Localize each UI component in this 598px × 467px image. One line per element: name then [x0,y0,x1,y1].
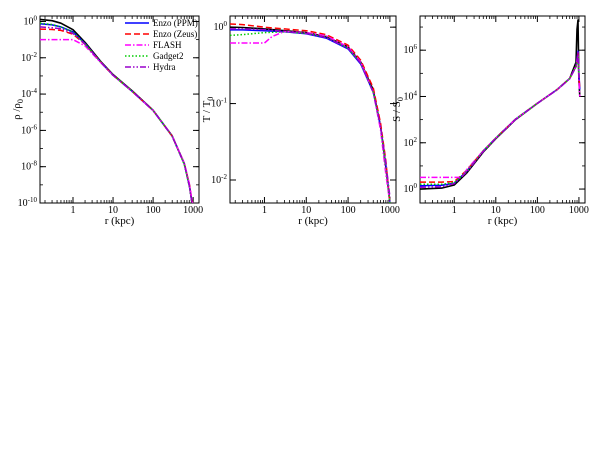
y-tick-base: 10 [211,175,221,186]
y-axis-label-subscript: 0 [396,97,405,101]
y-axis-label: S / S0 [391,97,405,122]
y-axis-label: ρ /ρ0 [11,99,25,120]
plot-frame [229,15,397,204]
y-axis-label-main: S / S [391,101,403,122]
y-tick-label: 10-4 [21,87,37,100]
x-tick-label: 1 [70,205,75,216]
series-group [40,18,194,203]
y-tick-base: 10 [211,99,221,110]
y-tick-exponent: -2 [221,173,227,181]
y-tick-exponent: 4 [414,89,418,97]
y-tick-exponent: 0 [414,182,418,190]
y-tick-label: 100 [214,20,228,33]
y-tick-exponent: -2 [31,51,37,59]
series-line-hydra [230,28,391,197]
y-tick-base: 10 [404,138,414,149]
y-tick-label: 10-10 [18,196,38,209]
x-tick-label: 10 [301,205,311,216]
y-tick-label: 10-2 [211,173,227,186]
y-axis-label-subscript: 0 [16,99,25,103]
x-axis-label: r (kpc) [488,215,518,227]
series-line-flash [40,38,194,203]
series-line-flash [230,30,391,203]
y-tick-exponent: 2 [414,136,418,144]
y-tick-base: 10 [404,45,414,56]
y-tick-label: 10-1 [211,97,227,110]
y-axis-label-main: T / T [201,100,213,122]
y-tick-exponent: 0 [224,20,228,28]
y-tick-label: 100 [404,182,418,195]
y-tick-label: 10-6 [21,123,37,136]
x-tick-label: 1 [262,205,267,216]
x-axis-label: r (kpc) [105,215,135,227]
x-tick-label: 100 [530,205,545,216]
y-tick-label: 104 [404,89,418,102]
plot-frame [39,15,200,204]
plot-frame [419,15,586,204]
y-tick-label: 100 [24,14,38,27]
y-tick-exponent: -4 [31,87,37,95]
series-line-black [420,19,581,190]
series-line-enzo_ppm [230,29,391,203]
y-axis-label-subscript: 0 [206,97,215,101]
x-tick-label: 1 [452,205,457,216]
series-group [230,23,391,203]
y-tick-base: 10 [18,198,28,209]
y-tick-exponent: 6 [414,43,418,51]
y-tick-exponent: 0 [34,14,38,22]
series-line-flash [420,54,581,179]
legend-label: Gadget2 [153,51,184,61]
x-tick-label: 10 [108,205,118,216]
y-tick-base: 10 [21,125,31,136]
y-tick-label: 10-8 [21,160,37,173]
x-axis-label: r (kpc) [298,215,328,227]
legend-label: Enzo (PPM) [153,18,198,28]
series-line-black [230,26,391,203]
y-tick-exponent: -1 [221,97,227,105]
series-line-enzo_ppm [420,50,581,187]
y-axis-label-main: ρ /ρ [11,103,23,120]
legend-label: Hydra [153,62,176,72]
series-line-hydra [420,51,580,188]
y-tick-base: 10 [21,53,31,64]
x-tick-label: 100 [341,205,356,216]
series-line-gadget2 [420,56,580,186]
y-tick-label: 102 [404,136,418,149]
y-tick-exponent: -10 [28,196,38,204]
y-tick-label: 106 [404,43,418,56]
series-line-enzo_zeus [420,53,581,183]
legend-label: FLASH [153,40,182,50]
y-tick-exponent: -8 [31,160,37,168]
y-tick-base: 10 [404,184,414,195]
y-tick-base: 10 [21,89,31,100]
y-axis-label: T / T0 [201,97,215,123]
y-tick-base: 10 [21,162,31,173]
series-line-enzo_zeus [230,23,391,203]
y-tick-label: 10-2 [21,51,37,64]
series-group [420,19,581,190]
x-tick-label: 1000 [183,205,203,216]
x-tick-label: 1000 [380,205,400,216]
series-line-hydra [40,26,193,203]
y-tick-exponent: -6 [31,123,37,131]
y-tick-base: 10 [214,22,224,33]
x-tick-label: 10 [491,205,501,216]
y-tick-base: 10 [404,91,414,102]
x-tick-label: 1000 [569,205,589,216]
legend-label: Enzo (Zeus) [153,29,197,39]
x-tick-label: 100 [146,205,161,216]
y-tick-base: 10 [24,16,34,27]
series-line-gadget2 [230,31,391,203]
